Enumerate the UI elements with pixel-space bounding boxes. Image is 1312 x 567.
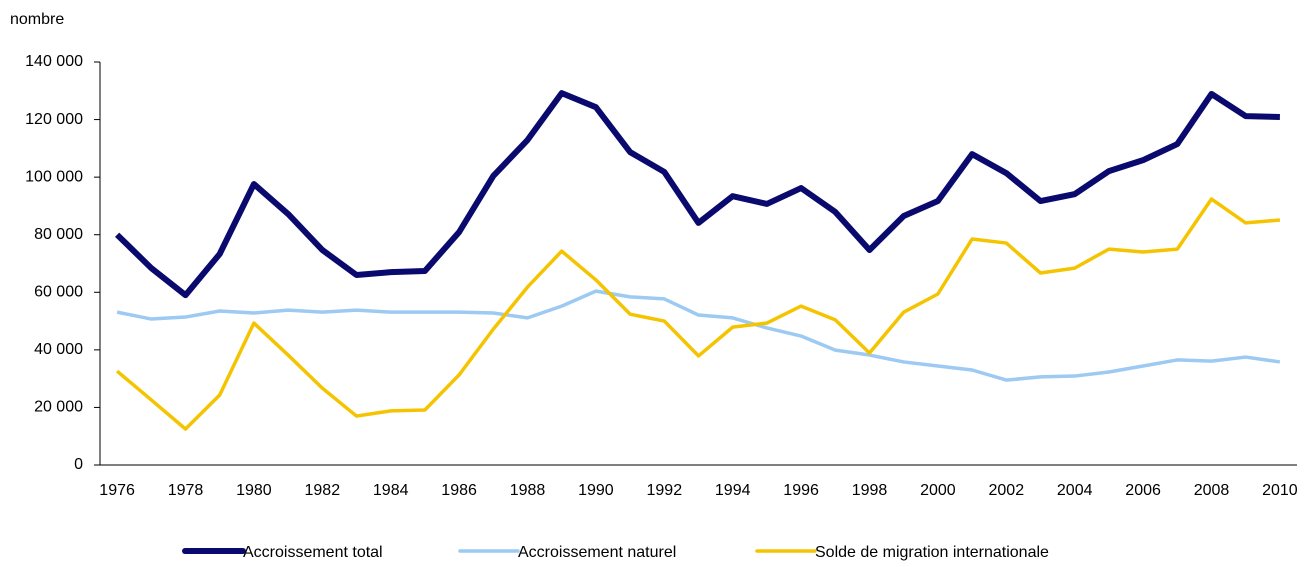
x-tick-label: 1976 <box>99 482 135 499</box>
series-line <box>115 90 1280 299</box>
y-tick-label: 80 000 <box>34 226 83 243</box>
x-tick-label: 1990 <box>578 482 614 499</box>
x-tick-label: 1992 <box>647 482 683 499</box>
x-tick-label: 2010 <box>1262 482 1298 499</box>
x-tick-label: 2002 <box>989 482 1025 499</box>
y-tick-label: 40 000 <box>34 341 83 358</box>
legend-label: Accroissement total <box>243 544 383 561</box>
y-tick-label: 100 000 <box>25 168 83 185</box>
series-line <box>116 289 1281 382</box>
x-tick-label: 2008 <box>1194 482 1230 499</box>
y-tick-label: 60 000 <box>34 284 83 301</box>
x-tick-label: 1986 <box>441 482 477 499</box>
y-tick-label: 20 000 <box>34 399 83 416</box>
y-tick-label: 140 000 <box>25 53 83 70</box>
x-tick-label: 2006 <box>1125 482 1161 499</box>
x-tick-label: 2000 <box>920 482 956 499</box>
y-tick-label: 120 000 <box>25 111 83 128</box>
x-tick-label: 1994 <box>715 482 751 499</box>
y-tick-label: 0 <box>74 456 83 473</box>
y-axis-title: nombre <box>10 11 64 28</box>
legend-label: Solde de migration internationale <box>815 544 1049 561</box>
legend-label: Accroissement naturel <box>518 544 676 561</box>
x-tick-label: 1982 <box>305 482 341 499</box>
x-tick-label: 1996 <box>783 482 819 499</box>
series-line <box>115 197 1281 431</box>
x-tick-label: 1980 <box>236 482 272 499</box>
x-tick-label: 1978 <box>168 482 204 499</box>
x-tick-label: 1998 <box>852 482 888 499</box>
x-tick-label: 1984 <box>373 482 409 499</box>
x-tick-label: 1988 <box>510 482 546 499</box>
x-tick-label: 2004 <box>1057 482 1093 499</box>
